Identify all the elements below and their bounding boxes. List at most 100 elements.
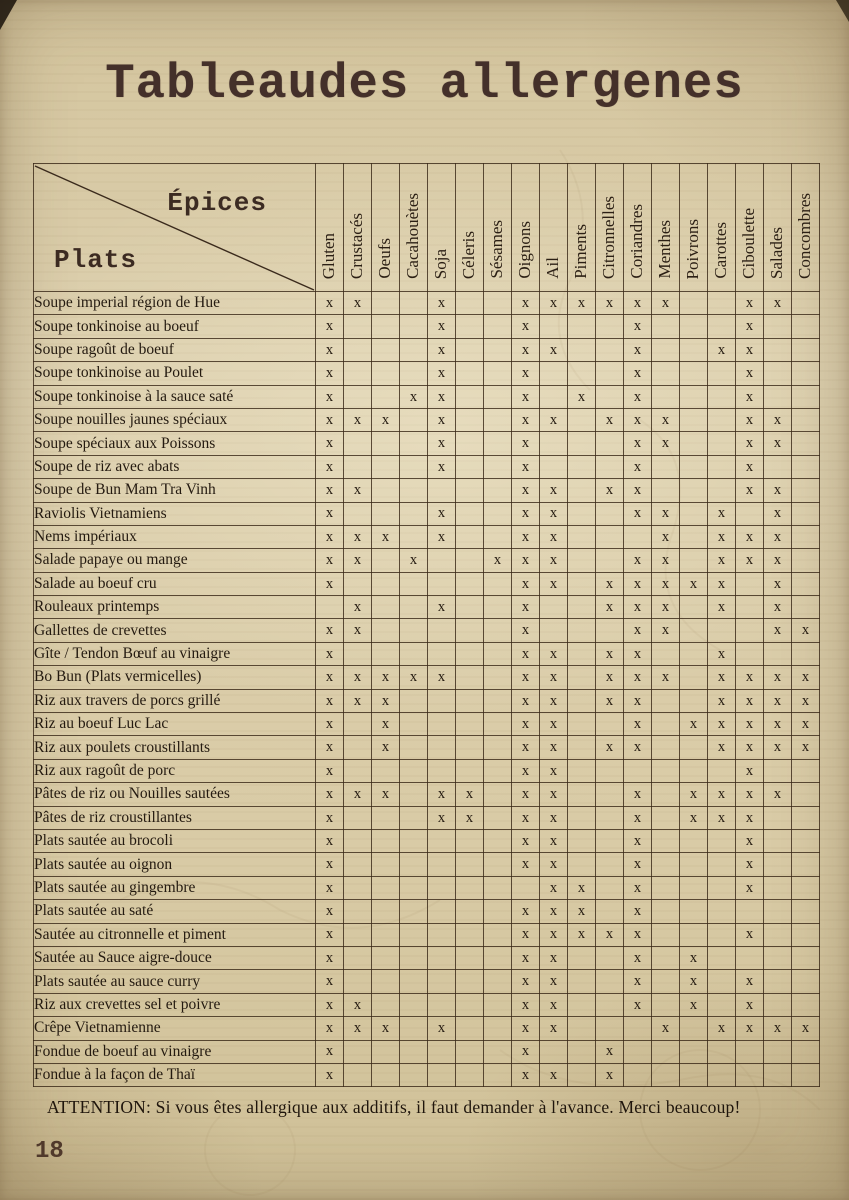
empty-cell [763, 1039, 792, 1064]
allergen-mark-cell: x [315, 407, 344, 433]
empty-cell [651, 969, 680, 994]
allergen-mark-cell: x [679, 712, 708, 737]
allergen-mark-cell: x [651, 407, 680, 433]
empty-cell [455, 945, 484, 971]
allergen-mark-cell: x [399, 384, 428, 409]
empty-cell [455, 314, 484, 339]
empty-cell [399, 524, 428, 550]
empty-cell [567, 805, 596, 830]
empty-cell [679, 384, 708, 409]
allergen-mark-cell: x [511, 782, 540, 807]
table-row: Riz aux ragoût de porc x x x x [33, 758, 820, 784]
empty-cell [399, 688, 428, 714]
allergen-mark-cell: x [511, 314, 540, 339]
empty-cell [455, 571, 484, 597]
empty-cell [567, 969, 596, 994]
empty-cell [595, 992, 624, 1018]
dish-name-cell: Plats sautée au brocoli [33, 828, 316, 854]
empty-cell [707, 407, 736, 433]
empty-cell [707, 314, 736, 339]
allergen-mark-cell: x [595, 1039, 624, 1064]
empty-cell [791, 595, 820, 620]
allergen-mark-cell: x [539, 758, 568, 784]
allergen-mark-cell: x [623, 548, 652, 573]
empty-cell [371, 454, 400, 480]
column-header-crustacés: Crustacés [343, 163, 372, 292]
empty-cell [399, 641, 428, 667]
empty-cell [371, 969, 400, 994]
table-row: Pâtes de riz croustillantes x x x x x x x x x [33, 805, 820, 830]
empty-cell [371, 945, 400, 971]
allergen-mark-cell: x [595, 665, 624, 690]
allergen-mark-cell: x [595, 478, 624, 503]
allergen-mark-cell: x [511, 969, 540, 994]
empty-cell [371, 501, 400, 526]
empty-cell [343, 945, 372, 971]
allergen-mark-cell: x [623, 735, 652, 760]
empty-cell [343, 875, 372, 901]
empty-cell [567, 782, 596, 807]
allergen-mark-cell: x [315, 828, 344, 854]
allergen-mark-cell: x [511, 1039, 540, 1064]
dish-name-cell: Soupe de riz avec abats [33, 454, 316, 480]
allergen-mark-cell: x [539, 712, 568, 737]
empty-cell [791, 501, 820, 526]
empty-cell [567, 361, 596, 386]
empty-cell [763, 945, 792, 971]
empty-cell [595, 454, 624, 480]
allergen-mark-cell: x [735, 665, 764, 690]
empty-cell [791, 524, 820, 550]
allergen-mark-cell: x [511, 688, 540, 714]
empty-cell [455, 524, 484, 550]
dish-name-cell: Plats sautée au oignon [33, 852, 316, 877]
allergen-mark-cell: x [651, 618, 680, 643]
empty-cell [343, 735, 372, 760]
empty-cell [371, 618, 400, 643]
empty-cell [679, 1039, 708, 1064]
empty-cell [791, 922, 820, 947]
allergen-mark-cell: x [511, 945, 540, 971]
allergen-mark-cell: x [539, 290, 568, 316]
allergen-mark-cell: x [707, 712, 736, 737]
empty-cell [483, 290, 512, 316]
empty-cell [483, 805, 512, 830]
empty-cell [651, 992, 680, 1018]
empty-cell [455, 431, 484, 456]
dish-name-cell: Bo Bun (Plats vermicelles) [33, 665, 316, 690]
allergen-mark-cell: x [511, 337, 540, 363]
empty-cell [539, 595, 568, 620]
allergen-mark-cell: x [651, 501, 680, 526]
empty-cell [567, 641, 596, 667]
empty-cell [399, 899, 428, 924]
allergen-mark-cell: x [679, 945, 708, 971]
empty-cell [763, 314, 792, 339]
allergen-mark-cell: x [735, 712, 764, 737]
empty-cell [371, 314, 400, 339]
allergen-mark-cell: x [651, 290, 680, 316]
columns-axis-label: Épices [167, 188, 267, 218]
allergen-mark-cell: x [315, 1039, 344, 1064]
empty-cell [651, 735, 680, 760]
empty-cell [595, 314, 624, 339]
empty-cell [567, 595, 596, 620]
empty-cell [539, 618, 568, 643]
allergen-mark-cell: x [343, 688, 372, 714]
allergen-mark-cell: x [511, 992, 540, 1018]
empty-cell [427, 852, 456, 877]
allergen-mark-cell: x [315, 641, 344, 667]
allergen-mark-cell: x [427, 361, 456, 386]
allergen-mark-cell: x [315, 571, 344, 597]
empty-cell [455, 1039, 484, 1064]
empty-cell [735, 899, 764, 924]
allergen-mark-cell: x [623, 501, 652, 526]
allergen-mark-cell: x [343, 478, 372, 503]
empty-cell [791, 290, 820, 316]
table-row: Gîte / Tendon Bœuf au vinaigre x x x x x x [33, 641, 820, 667]
empty-cell [483, 922, 512, 947]
empty-cell [791, 478, 820, 503]
allergen-mark-cell: x [623, 945, 652, 971]
empty-cell [455, 665, 484, 690]
allergen-mark-cell: x [595, 688, 624, 714]
table-row: Soupe nouilles jaunes spéciaux x x x x x x x x x x… [33, 407, 820, 433]
table-row: Rouleaux printemps x x x x x x x x [33, 595, 820, 620]
